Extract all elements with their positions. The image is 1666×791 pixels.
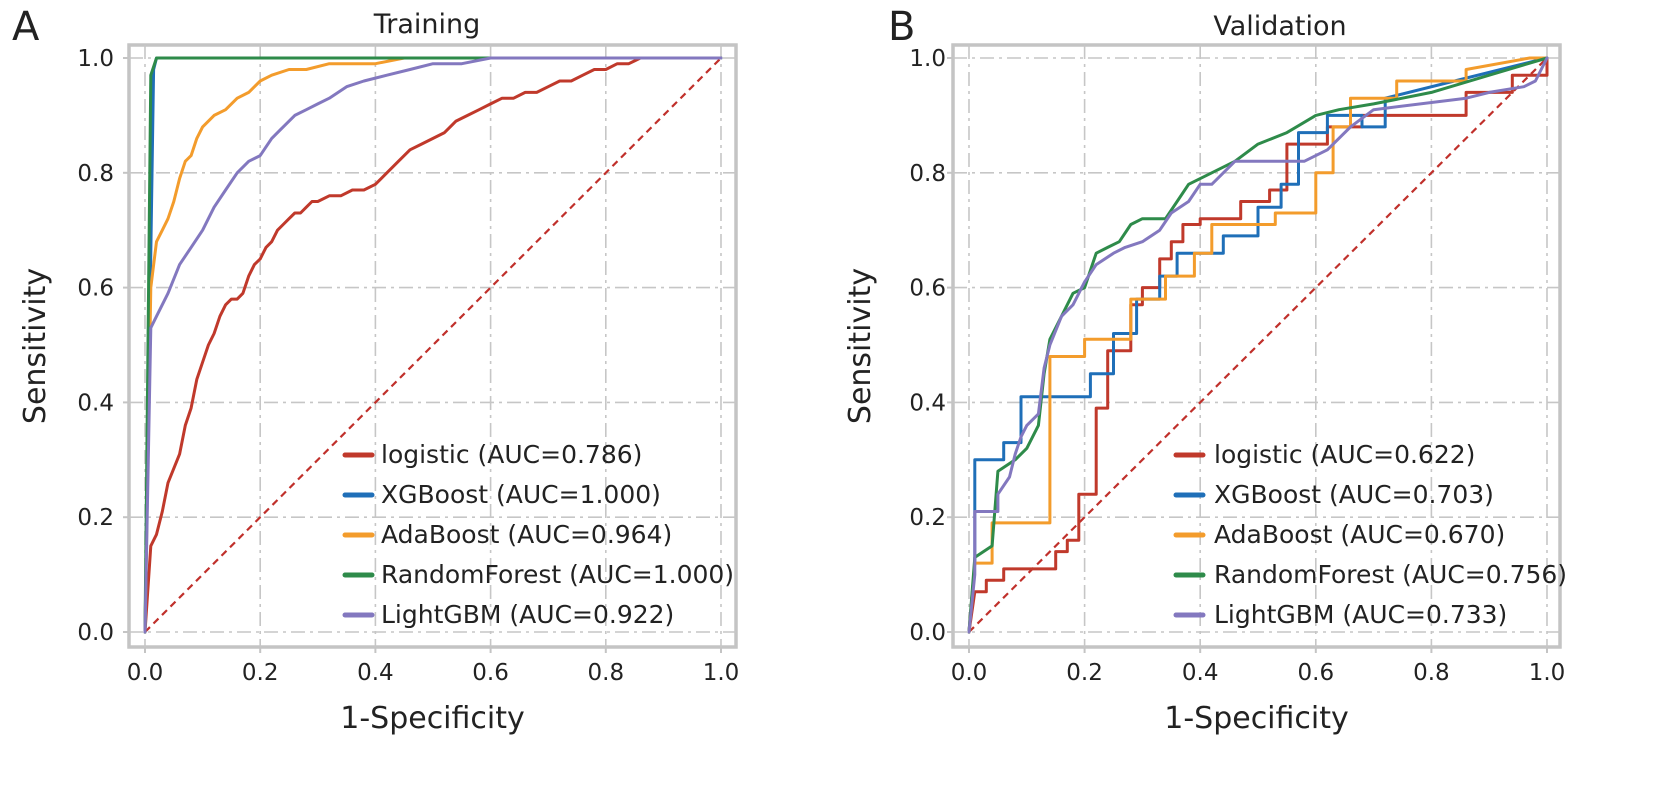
y-tick-label: 0.4 [77,390,114,416]
y-axis-label: Sensitivity [843,268,878,424]
roc-curve-adaboost [967,56,1549,634]
x-tick-label: 1.0 [703,660,740,686]
x-tick-label: 1.0 [1529,660,1566,686]
x-tick-label: 0.2 [1066,660,1103,686]
legend-label-logistic: logistic (AUC=0.786) [381,440,642,469]
x-axis-label: 1-Specificity [340,701,525,736]
legend-label-adaboost: AdaBoost (AUC=0.670) [1214,520,1505,549]
roc-curve-randomforest [143,56,723,634]
plot-frame [951,43,1562,649]
roc-curve-randomforest [967,56,1549,634]
reference-diagonal-line [968,57,1548,633]
legend-label-adaboost: AdaBoost (AUC=0.964) [381,520,672,549]
roc-curve-logistic [967,56,1549,634]
y-tick-label: 1.0 [909,46,946,72]
y-tick-label: 0.6 [909,276,946,302]
roc-curve-adaboost [143,56,723,634]
legend-label-lightgbm: LightGBM (AUC=0.733) [1214,600,1507,629]
y-tick-label: 0.8 [909,161,946,187]
x-tick-label: 0.4 [357,660,394,686]
y-tick-label: 0.2 [909,505,946,531]
x-tick-label: 0.4 [1182,660,1219,686]
panel-letter-b: B [888,4,915,50]
panel-letter-a: A [12,4,40,50]
x-axis-label: 1-Specificity [1164,701,1349,736]
x-tick-label: 0.8 [588,660,625,686]
roc-curve-lightgbm [143,56,723,634]
x-tick-label: 0.8 [1413,660,1450,686]
legend-label-randomforest: RandomForest (AUC=0.756) [1214,560,1567,589]
x-tick-label: 0.6 [1298,660,1335,686]
legend: logistic (AUC=0.786) XGBoost (AUC=1.000) A… [342,440,734,629]
panel-training: 0.0 0.2 0.4 0.6 0.8 1.0 0.0 0.2 0.4 0.6 0.8 1.0 Trai… [18,9,739,736]
legend-label-lightgbm: LightGBM (AUC=0.922) [381,600,674,629]
legend-label-logistic: logistic (AUC=0.622) [1214,440,1475,469]
y-tick-label: 0.0 [77,620,114,646]
y-tick-label: 0.8 [77,161,114,187]
y-tick-label: 1.0 [77,46,114,72]
x-tick-label: 0.6 [472,660,509,686]
legend-label-xgboost: XGBoost (AUC=1.000) [381,480,661,509]
legend-label-xgboost: XGBoost (AUC=0.703) [1214,480,1494,509]
y-tick-label: 0.6 [77,276,114,302]
legend: logistic (AUC=0.622) XGBoost (AUC=0.703) A… [1173,440,1567,629]
x-tick-label: 0.0 [127,660,164,686]
y-axis-label: Sensitivity [18,268,53,424]
plot-title: Training [373,9,481,40]
roc-curve-logistic [143,56,654,634]
plot-frame [127,43,738,649]
x-tick-label: 0.0 [951,660,988,686]
y-tick-label: 0.2 [77,505,114,531]
reference-diagonal-line [144,57,722,633]
grid-lines [953,45,1560,647]
roc-curve-lightgbm [967,56,1549,634]
panel-validation: 0.0 0.2 0.4 0.6 0.8 1.0 0.0 0.2 0.4 0.6 0.8 1.0 Vali… [843,11,1567,736]
plot-title: Validation [1213,11,1346,42]
legend-label-randomforest: RandomForest (AUC=1.000) [381,560,734,589]
x-tick-label: 0.2 [242,660,279,686]
y-tick-label: 0.4 [909,390,946,416]
y-tick-label: 0.0 [909,620,946,646]
